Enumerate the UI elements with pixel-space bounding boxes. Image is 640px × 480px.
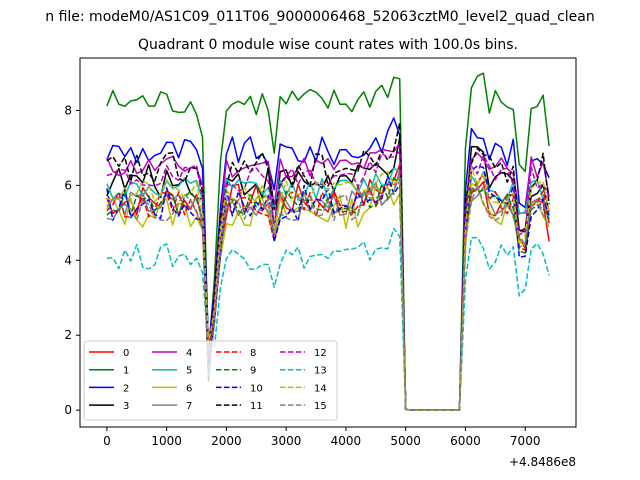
legend-label-12: 12 bbox=[314, 348, 327, 359]
x-tick-label: 1000 bbox=[151, 434, 182, 448]
chart-title: Quadrant 0 module wise count rates with … bbox=[138, 37, 518, 53]
series-layer bbox=[106, 72, 550, 411]
series-line-15 bbox=[106, 174, 550, 411]
series-line-13 bbox=[106, 227, 550, 411]
legend-label-2: 2 bbox=[123, 383, 129, 394]
figure-suptitle: n file: modeM0/AS1C09_011T06_9000006468_… bbox=[45, 9, 594, 25]
x-offset-label: +4.8486e8 bbox=[509, 455, 576, 469]
series-line-14 bbox=[106, 166, 550, 411]
y-tick-label: 4 bbox=[64, 253, 72, 267]
x-tick-label: 0 bbox=[103, 434, 111, 448]
legend-label-6: 6 bbox=[186, 383, 192, 394]
legend-label-11: 11 bbox=[250, 401, 263, 412]
x-tick-label: 4000 bbox=[331, 434, 362, 448]
x-tick-label: 5000 bbox=[390, 434, 421, 448]
x-tick-label: 6000 bbox=[450, 434, 481, 448]
legend-label-7: 7 bbox=[186, 401, 192, 412]
x-tick-label: 3000 bbox=[271, 434, 302, 448]
x-tick-label: 7000 bbox=[510, 434, 541, 448]
series-line-12 bbox=[106, 150, 550, 411]
legend-label-4: 4 bbox=[186, 348, 192, 359]
legend-label-5: 5 bbox=[186, 366, 192, 377]
legend-label-15: 15 bbox=[314, 401, 327, 412]
legend-label-1: 1 bbox=[123, 366, 129, 377]
x-tick-label: 2000 bbox=[211, 434, 242, 448]
legend-label-9: 9 bbox=[250, 366, 256, 377]
y-tick-label: 2 bbox=[64, 328, 72, 342]
legend-label-14: 14 bbox=[314, 383, 327, 394]
plot-area bbox=[79, 57, 577, 428]
legend-label-0: 0 bbox=[123, 348, 129, 359]
plot-frame bbox=[79, 57, 577, 428]
legend-label-10: 10 bbox=[250, 383, 263, 394]
legend-label-3: 3 bbox=[123, 401, 129, 412]
series-line-2 bbox=[106, 117, 550, 411]
x-axis: 0 1000 2000 3000 4000 5000 6000 7000 bbox=[103, 427, 540, 448]
y-tick-label: 8 bbox=[64, 103, 72, 117]
legend-label-13: 13 bbox=[314, 366, 327, 377]
y-tick-label: 6 bbox=[64, 178, 72, 192]
y-axis: 0 2 4 6 8 bbox=[64, 103, 80, 417]
series-line-11 bbox=[106, 122, 550, 411]
series-line-1 bbox=[106, 72, 550, 411]
legend-frame bbox=[83, 340, 338, 421]
y-tick-label: 0 bbox=[64, 403, 72, 417]
legend-label-8: 8 bbox=[250, 348, 256, 359]
